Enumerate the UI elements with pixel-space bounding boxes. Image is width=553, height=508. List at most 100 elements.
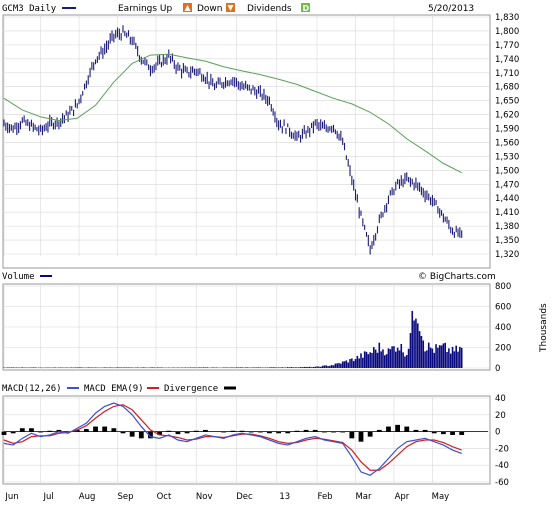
y-tick-label: 1,770: [495, 41, 519, 51]
divergence-bar: [321, 431, 327, 433]
macd-line: [3, 402, 462, 476]
divergence-bar: [367, 431, 373, 437]
divergence-bar: [193, 430, 199, 432]
divergence-bar: [395, 424, 401, 432]
volume-units-label: Thousands: [539, 303, 549, 353]
divergence-bar: [47, 430, 53, 432]
divergence-bar: [19, 428, 25, 432]
divergence-bar: [276, 431, 282, 434]
divergence-bar: [157, 431, 163, 435]
divergence-bar: [285, 431, 291, 434]
x-tick-label: Apr: [395, 492, 410, 502]
divergence-bar: [74, 429, 80, 432]
y-tick-label: 1,680: [495, 83, 519, 93]
d-badge-icon: D: [301, 3, 310, 13]
svg-text:D: D: [303, 4, 310, 13]
earnings-label: Earnings Up: [118, 4, 173, 14]
macd-series: [1, 402, 488, 476]
y-tick-label: -60: [495, 478, 509, 488]
price-series: [3, 25, 463, 255]
divergence-bar: [248, 431, 254, 433]
grid-lines: [3, 15, 489, 484]
divergence-bar: [221, 431, 227, 433]
y-tick-label: 1,590: [495, 125, 519, 135]
y-tick-label: 1,830: [495, 13, 519, 23]
y-tick-label: 1,470: [495, 180, 519, 190]
x-tick-label: Mar: [355, 492, 372, 502]
divergence-bar: [404, 426, 410, 432]
chart-header: GCM3 Daily Earnings Up Down Dividends D …: [2, 3, 474, 14]
divergence-bar: [431, 431, 437, 434]
x-tick-label: Nov: [196, 492, 213, 502]
y-tick-label: -40: [495, 461, 509, 471]
divergence-bar: [1, 431, 7, 435]
volume-series: [3, 310, 463, 368]
up-triangle-icon: [183, 3, 192, 12]
y-tick-labels: 1,830 1,800 1,770 1,740 1,710 1,680 1,650 1,620…: [495, 13, 519, 488]
price-panel-frame: [2, 14, 491, 269]
divergence-bar: [312, 429, 318, 432]
y-tick-label: 400: [495, 323, 511, 333]
y-tick-label: 40: [495, 394, 506, 404]
divergence-bar: [230, 430, 236, 432]
y-tick-label: 600: [495, 303, 511, 313]
volume-label: Volume: [2, 272, 35, 282]
symbol-label: GCM3 Daily: [2, 4, 57, 14]
y-tick-label: 1,740: [495, 55, 519, 65]
divergence-bar: [349, 431, 355, 439]
x-tick-label: Jul: [42, 492, 53, 502]
y-tick-label: 1,440: [495, 194, 519, 204]
x-tick-label: May: [432, 492, 450, 502]
divergence-bar: [386, 426, 391, 432]
divergence-bar: [10, 431, 16, 434]
divergence-bar: [93, 426, 98, 432]
divergence-bar: [148, 431, 153, 439]
divergence-bar: [340, 431, 346, 433]
divergence-bar: [440, 431, 446, 435]
y-tick-label: -20: [495, 444, 509, 454]
watermark: © BigCharts.com: [418, 272, 496, 282]
divergence-bar: [166, 430, 172, 432]
macd-label: MACD(12,26): [2, 384, 62, 394]
y-tick-label: 1,650: [495, 97, 519, 107]
x-tick-label: Jun: [4, 492, 18, 502]
divergence-bar: [202, 429, 208, 432]
divergence-bar: [358, 431, 364, 442]
macd-header: MACD(12,26) MACD EMA(9) Divergence: [2, 384, 236, 394]
y-tick-label: 1,800: [495, 27, 519, 37]
y-tick-label: 20: [495, 411, 506, 421]
y-tick-label: 1,620: [495, 111, 519, 121]
divergence-bar: [267, 431, 272, 434]
divergence-bar: [459, 431, 465, 435]
y-tick-label: 1,380: [495, 222, 519, 232]
y-tick-label: 1,320: [495, 250, 519, 260]
y-tick-label: 1,530: [495, 152, 519, 162]
divergence-bar: [120, 431, 126, 434]
divergence-bar: [413, 429, 419, 432]
x-tick-labels: Jun Jul Aug Sep Oct Nov Dec 13 Feb Mar Apr May: [4, 492, 449, 502]
down-label: Down: [197, 4, 223, 14]
y-tick-label: 200: [495, 344, 511, 354]
divergence-bar: [29, 428, 34, 432]
divergence-bar: [331, 431, 336, 433]
divergence-bar: [303, 429, 309, 432]
x-tick-label: Feb: [318, 492, 333, 502]
divergence-bar: [129, 431, 135, 437]
macd-ema-label: MACD EMA(9): [84, 384, 144, 394]
x-tick-label: Aug: [79, 492, 96, 502]
divergence-bar: [376, 429, 382, 432]
divergence-bar: [294, 430, 300, 432]
ema-line: [3, 404, 462, 471]
divergence-bar: [56, 429, 62, 432]
y-tick-label: 1,410: [495, 208, 519, 218]
divergence-bar: [83, 429, 89, 432]
down-triangle-icon: [226, 3, 235, 12]
x-tick-label: Oct: [157, 492, 172, 502]
y-tick-label: 1,350: [495, 236, 519, 246]
divergence-bar: [138, 431, 144, 439]
dividends-label: Dividends: [247, 4, 292, 14]
y-tick-label: 1,560: [495, 138, 519, 148]
macd-panel-frame: [2, 395, 491, 485]
divergence-bar: [175, 431, 181, 435]
